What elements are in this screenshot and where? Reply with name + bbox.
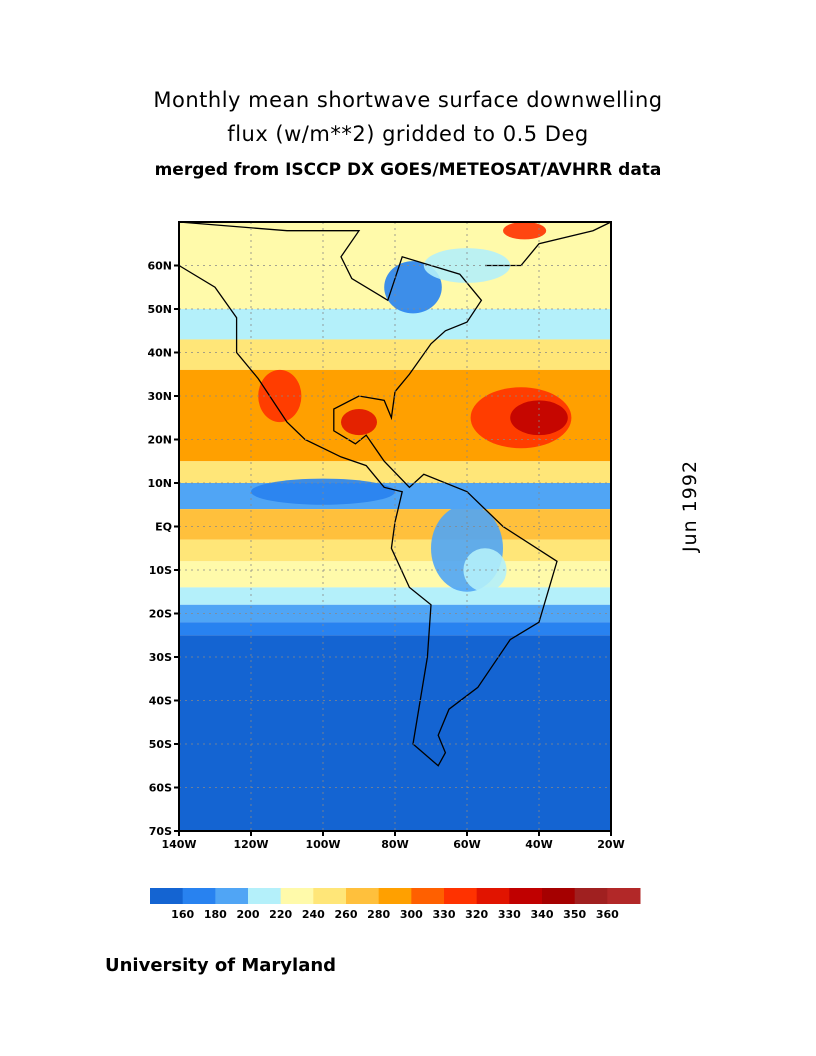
field-region <box>341 409 377 436</box>
y-tick-label: 10N <box>147 477 172 490</box>
colorbar-swatch <box>182 888 216 904</box>
colorbar-label: 200 <box>237 908 260 921</box>
colorbar-label: 160 <box>171 908 194 921</box>
coastline <box>178 221 558 767</box>
colorbar-swatch <box>411 888 445 904</box>
colorbar-swatch <box>280 888 314 904</box>
x-tick-label: 40W <box>525 838 552 851</box>
field-band <box>179 539 611 562</box>
y-tick-label: 10S <box>149 564 172 577</box>
colorbar-label: 340 <box>531 908 554 921</box>
colorbar-label: 330 <box>433 908 456 921</box>
field-band <box>179 622 611 636</box>
colorbar-swatch <box>444 888 478 904</box>
y-tick-label: 20S <box>149 608 172 621</box>
x-tick-label: 60W <box>453 838 480 851</box>
colorbar-swatch <box>542 888 576 904</box>
credit-label: University of Maryland <box>105 955 337 976</box>
field-band <box>179 587 611 605</box>
colorbar-swatch <box>215 888 249 904</box>
y-tick-label: 60N <box>147 260 172 273</box>
field-region <box>510 400 568 436</box>
field-region <box>251 478 395 505</box>
colorbar-label: 280 <box>367 908 390 921</box>
x-tick-label: 140W <box>161 838 196 851</box>
colorbar-swatch <box>509 888 543 904</box>
colorbar-label: 300 <box>400 908 423 921</box>
field-region <box>384 261 442 314</box>
colorbar-label: 330 <box>498 908 521 921</box>
x-tick-label: 20W <box>597 838 624 851</box>
y-tick-label: 50N <box>147 303 172 316</box>
colorbar-label: 350 <box>563 908 586 921</box>
colorbar-swatch <box>313 888 347 904</box>
title-line-2: flux (w/m**2) gridded to 0.5 Deg <box>227 122 589 146</box>
title-line-3: merged from ISCCP DX GOES/METEOSAT/AVHRR… <box>154 160 662 180</box>
colorbar-swatch <box>476 888 510 904</box>
colorbar-label: 180 <box>204 908 227 921</box>
colorbar-swatch <box>607 888 641 904</box>
y-tick-label: 20N <box>147 434 172 447</box>
y-tick-label: 30N <box>147 390 172 403</box>
x-tick-label: 80W <box>381 838 408 851</box>
y-tick-label: 50S <box>149 738 172 751</box>
x-tick-label: 120W <box>233 838 268 851</box>
y-tick-label: EQ <box>155 521 172 534</box>
colorbar-label: 360 <box>596 908 619 921</box>
colorbar-swatch <box>248 888 282 904</box>
colorbar-swatch <box>150 888 184 904</box>
y-tick-label: 40S <box>149 695 172 708</box>
colorbar-swatch <box>346 888 380 904</box>
colorbar-label: 220 <box>269 908 292 921</box>
y-tick-label: 70S <box>149 825 172 838</box>
field-region <box>258 369 302 423</box>
y-tick-label: 30S <box>149 651 172 664</box>
colorbar-label: 240 <box>302 908 325 921</box>
title-line-1: Monthly mean shortwave surface downwelli… <box>153 88 663 112</box>
colorbar-swatch <box>378 888 412 904</box>
colorbar-label: 320 <box>465 908 488 921</box>
y-tick-label: 60S <box>149 782 172 795</box>
y-tick-label: 40N <box>147 347 172 360</box>
colorbar-swatch <box>574 888 608 904</box>
date-label: Jun 1992 <box>679 459 701 553</box>
field-region <box>502 222 547 240</box>
x-tick-label: 100W <box>305 838 340 851</box>
colorbar-label: 260 <box>335 908 358 921</box>
